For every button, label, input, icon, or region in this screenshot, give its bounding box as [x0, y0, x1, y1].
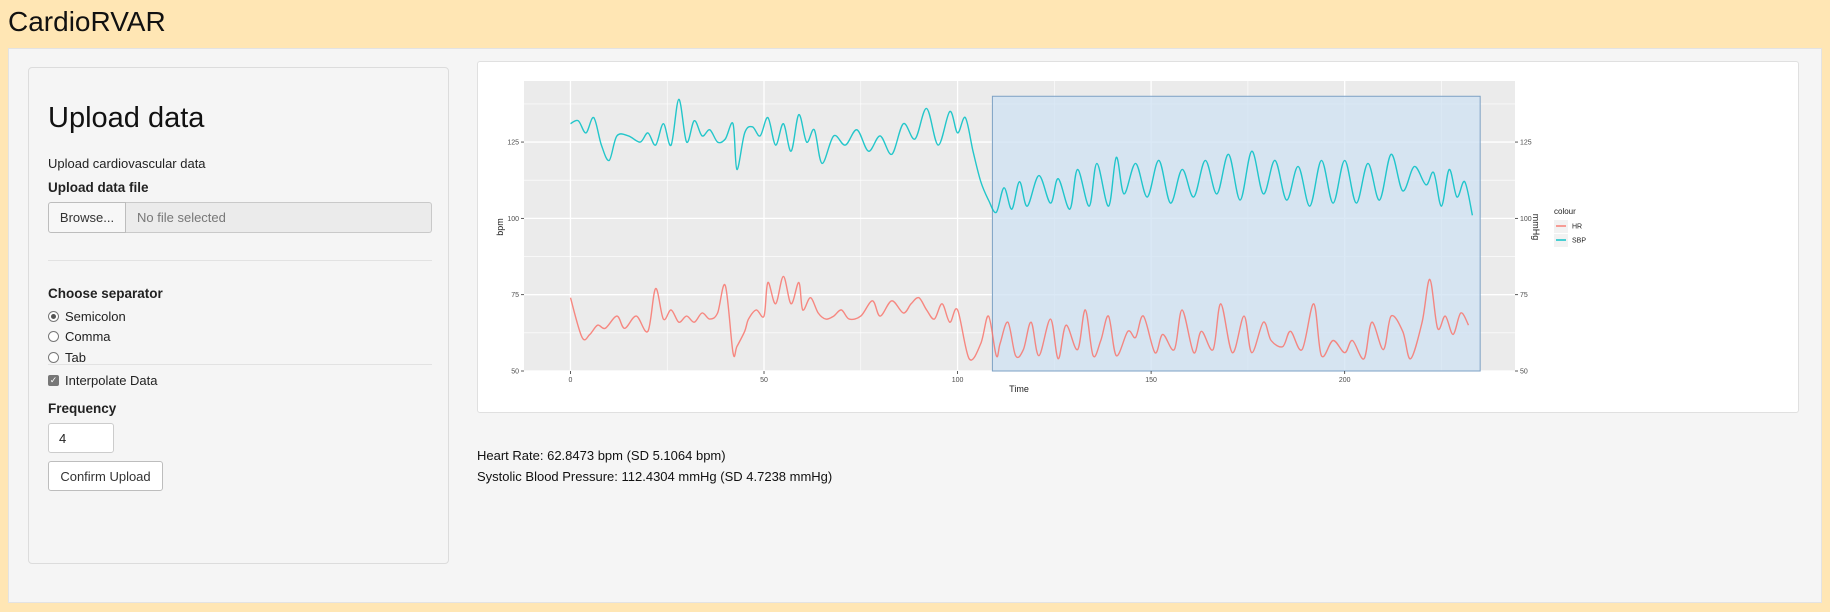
frequency-input[interactable]: 4 — [48, 423, 114, 453]
upload-sidebar-panel: Upload data Upload cardiovascular data U… — [28, 67, 449, 564]
x-axis-title: Time — [1009, 384, 1029, 394]
radio-label: Comma — [65, 329, 111, 344]
selection-brush[interactable] — [991, 95, 1481, 372]
axes: 0 50 100 150 200 50 50 75 75 100 100 125 125 — [507, 140, 1531, 384]
series-line-hr — [569, 275, 1470, 361]
series-line-sbp — [570, 98, 1474, 216]
legend-label: HR — [1572, 224, 1582, 231]
file-name-field[interactable]: No file selected — [126, 202, 432, 233]
y-tick-label-left: 100 — [507, 216, 519, 223]
legend-label: SBP — [1572, 238, 1586, 245]
radio-label: Tab — [65, 350, 86, 365]
main-area: Upload data Upload cardiovascular data U… — [8, 48, 1822, 603]
x-tick-label: 0 — [569, 377, 573, 384]
legend-title: colour — [1554, 207, 1576, 216]
y-tick-label-right: 100 — [1520, 216, 1532, 223]
x-tick-label: 50 — [760, 377, 768, 384]
y-tick-label-right: 125 — [1520, 140, 1532, 147]
heart-rate-summary: Heart Rate: 62.8473 bpm (SD 5.1064 bpm) — [477, 448, 726, 463]
radio-button-icon[interactable] — [48, 311, 59, 322]
separator-label: Choose separator — [48, 286, 163, 301]
x-tick-label: 150 — [1145, 377, 1157, 384]
y-axis-title-right: mmHg — [1531, 214, 1541, 241]
y-tick-label-right: 75 — [1520, 292, 1528, 299]
interpolate-label: Interpolate Data — [65, 373, 158, 388]
radio-tab[interactable]: Tab — [48, 350, 86, 365]
data-lines — [569, 98, 1474, 361]
legend: colour HR SBP — [1554, 207, 1586, 247]
y-tick-label-left: 50 — [511, 369, 519, 376]
sidebar-description: Upload cardiovascular data — [48, 156, 206, 171]
file-upload-control: Browse... No file selected — [48, 202, 432, 233]
frequency-label: Frequency — [48, 401, 117, 416]
sbp-summary: Systolic Blood Pressure: 112.4304 mmHg (… — [477, 469, 833, 484]
interpolate-checkbox-row[interactable]: ✓ Interpolate Data — [48, 373, 158, 388]
time-series-chart[interactable]: 0 50 100 150 200 50 50 75 75 100 100 125 125 Time bp… — [478, 62, 1800, 414]
radio-comma[interactable]: Comma — [48, 329, 111, 344]
y-axis-title-left: bpm — [495, 218, 505, 236]
divider — [48, 260, 432, 261]
radio-semicolon[interactable]: Semicolon — [48, 309, 126, 324]
plot-panel: 0 50 100 150 200 50 50 75 75 100 100 125 125 Time bp… — [477, 61, 1799, 413]
sidebar-heading: Upload data — [48, 102, 205, 134]
confirm-upload-button[interactable]: Confirm Upload — [48, 461, 163, 491]
y-tick-label-right: 50 — [1520, 369, 1528, 376]
checkmark-icon[interactable]: ✓ — [48, 375, 59, 386]
radio-label: Semicolon — [65, 309, 126, 324]
divider — [48, 364, 432, 365]
x-tick-label: 100 — [952, 377, 964, 384]
radio-button-icon[interactable] — [48, 352, 59, 363]
upload-file-label: Upload data file — [48, 180, 149, 195]
app-title: CardioRVAR — [8, 6, 166, 37]
x-tick-label: 200 — [1339, 377, 1351, 384]
y-tick-label-left: 75 — [511, 292, 519, 299]
y-tick-label-left: 125 — [507, 140, 519, 147]
radio-button-icon[interactable] — [48, 331, 59, 342]
browse-button[interactable]: Browse... — [48, 202, 126, 233]
